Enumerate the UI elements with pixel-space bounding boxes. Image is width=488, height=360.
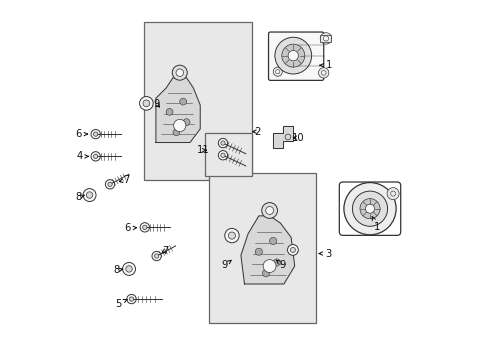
Circle shape: [290, 247, 295, 252]
Circle shape: [221, 141, 224, 145]
Circle shape: [218, 150, 227, 160]
Bar: [208, 173, 316, 323]
Circle shape: [323, 36, 328, 41]
Circle shape: [93, 132, 98, 136]
Circle shape: [125, 266, 132, 272]
Circle shape: [93, 154, 98, 158]
Text: 6: 6: [76, 129, 88, 139]
Circle shape: [262, 270, 269, 277]
Circle shape: [129, 297, 133, 301]
Circle shape: [126, 294, 136, 304]
Text: 1: 1: [319, 60, 331, 70]
Text: 11: 11: [197, 145, 209, 155]
Circle shape: [287, 244, 298, 255]
Text: 10: 10: [291, 133, 304, 143]
Circle shape: [218, 138, 227, 148]
Circle shape: [275, 69, 279, 74]
Text: 4: 4: [76, 151, 88, 161]
Text: 9: 9: [276, 260, 285, 270]
Text: 2: 2: [252, 127, 260, 136]
Circle shape: [281, 44, 304, 67]
Circle shape: [173, 120, 185, 132]
Circle shape: [273, 67, 282, 76]
Text: 9: 9: [221, 260, 231, 270]
Circle shape: [255, 248, 262, 255]
Circle shape: [273, 259, 280, 266]
Circle shape: [176, 69, 183, 76]
Circle shape: [180, 98, 186, 105]
Circle shape: [321, 71, 325, 75]
Circle shape: [139, 96, 153, 110]
Circle shape: [265, 207, 273, 215]
Circle shape: [152, 251, 161, 261]
Circle shape: [91, 152, 100, 161]
Circle shape: [228, 232, 235, 239]
Circle shape: [261, 203, 277, 219]
Circle shape: [320, 33, 331, 44]
Polygon shape: [273, 126, 292, 148]
Circle shape: [221, 153, 224, 157]
Circle shape: [122, 262, 135, 275]
Circle shape: [269, 237, 276, 244]
Circle shape: [86, 192, 93, 198]
Text: 8: 8: [113, 265, 122, 275]
Text: 7: 7: [119, 175, 129, 185]
Circle shape: [343, 183, 395, 235]
Text: 5: 5: [115, 299, 127, 309]
Circle shape: [386, 188, 398, 200]
Circle shape: [352, 191, 387, 226]
Bar: [204, 134, 251, 176]
Circle shape: [318, 68, 328, 78]
Circle shape: [142, 100, 149, 107]
Text: 7: 7: [162, 246, 168, 256]
Circle shape: [172, 65, 187, 80]
Circle shape: [287, 50, 298, 61]
Circle shape: [142, 225, 147, 229]
Text: 8: 8: [76, 192, 84, 202]
Text: 1: 1: [371, 216, 380, 231]
Circle shape: [105, 180, 115, 189]
Circle shape: [166, 108, 173, 115]
Circle shape: [224, 228, 239, 243]
Circle shape: [365, 204, 374, 213]
Text: 6: 6: [124, 224, 136, 233]
Bar: [320, 35, 330, 42]
Text: 9: 9: [154, 99, 160, 109]
Circle shape: [274, 37, 311, 74]
Circle shape: [108, 182, 112, 186]
Circle shape: [91, 130, 100, 139]
Polygon shape: [241, 216, 294, 284]
FancyBboxPatch shape: [268, 32, 323, 80]
Polygon shape: [156, 78, 200, 143]
Circle shape: [83, 189, 96, 202]
Circle shape: [263, 260, 276, 273]
Circle shape: [140, 223, 149, 232]
Circle shape: [359, 199, 379, 219]
Circle shape: [154, 254, 159, 258]
Bar: [144, 22, 251, 180]
Circle shape: [183, 119, 190, 126]
Circle shape: [173, 129, 180, 136]
Text: 3: 3: [319, 248, 331, 258]
